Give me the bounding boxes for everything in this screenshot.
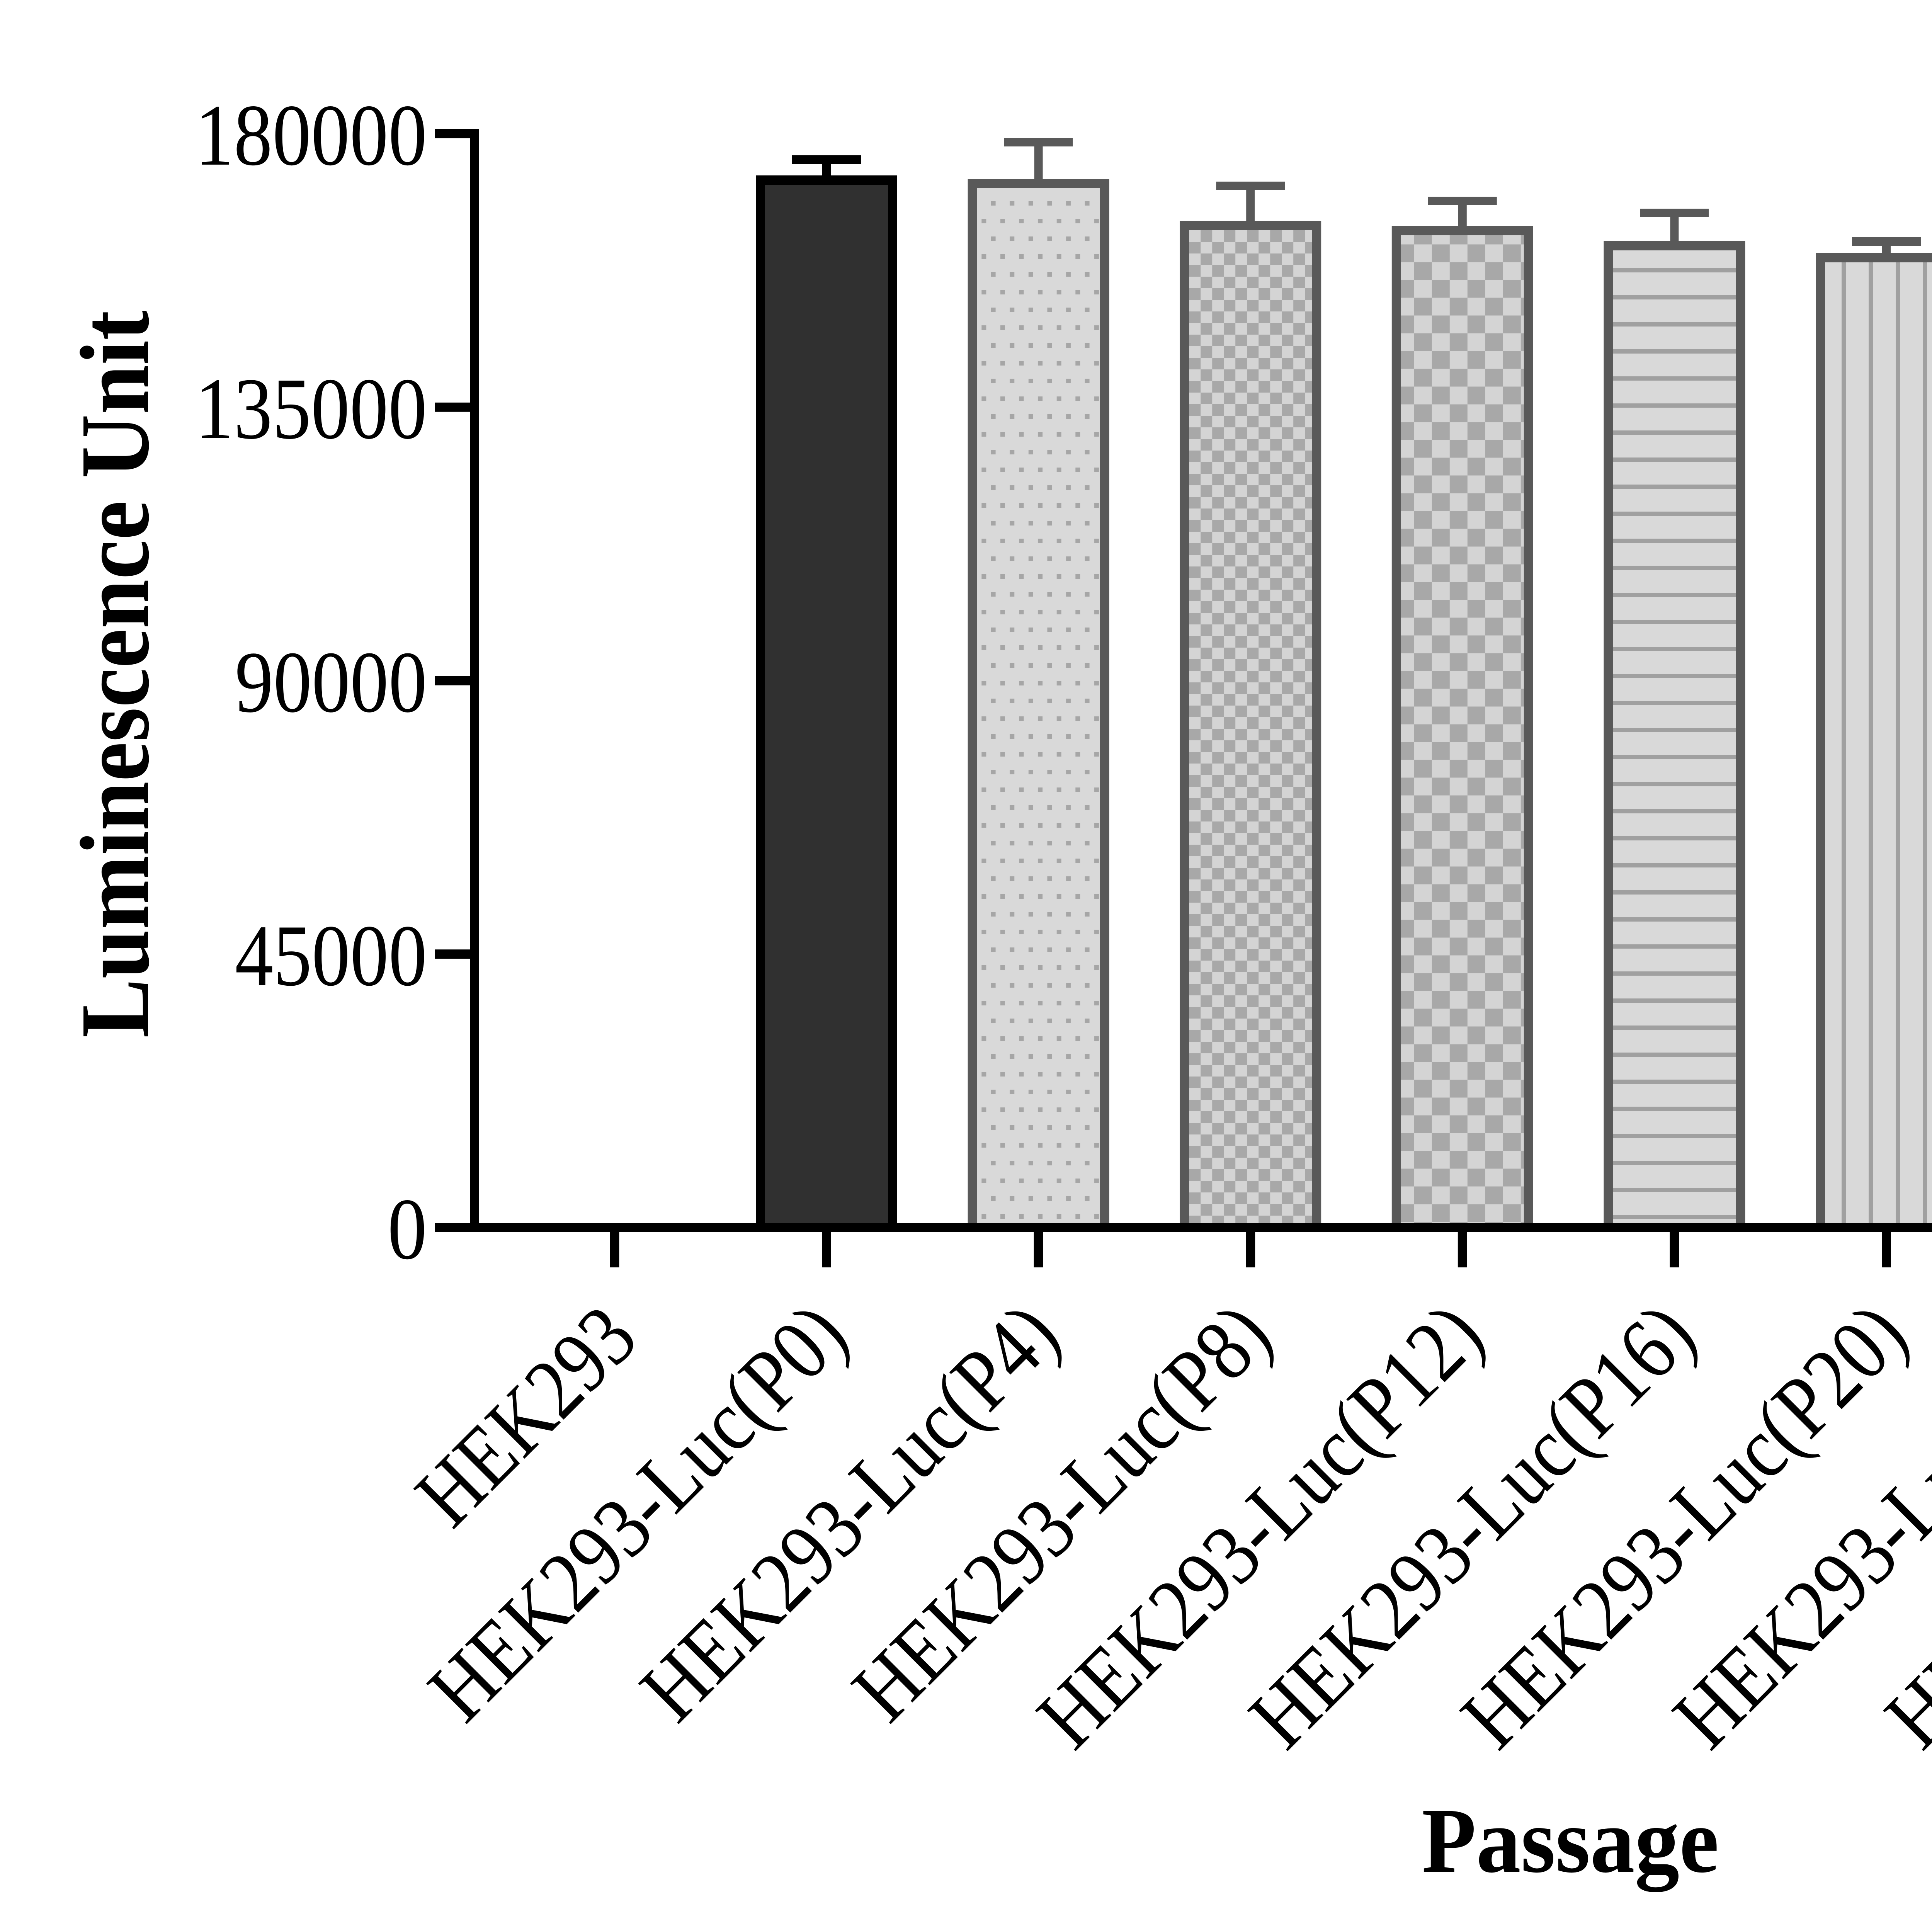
svg-text:45000: 45000 [235,907,427,1004]
svg-text:180000: 180000 [195,87,427,184]
svg-text:135000: 135000 [195,361,427,457]
svg-text:Passage: Passage [1422,1789,1719,1892]
svg-text:Luminescence Unit: Luminescence Unit [61,311,170,1038]
svg-text:0: 0 [388,1181,427,1278]
svg-text:90000: 90000 [235,634,427,731]
